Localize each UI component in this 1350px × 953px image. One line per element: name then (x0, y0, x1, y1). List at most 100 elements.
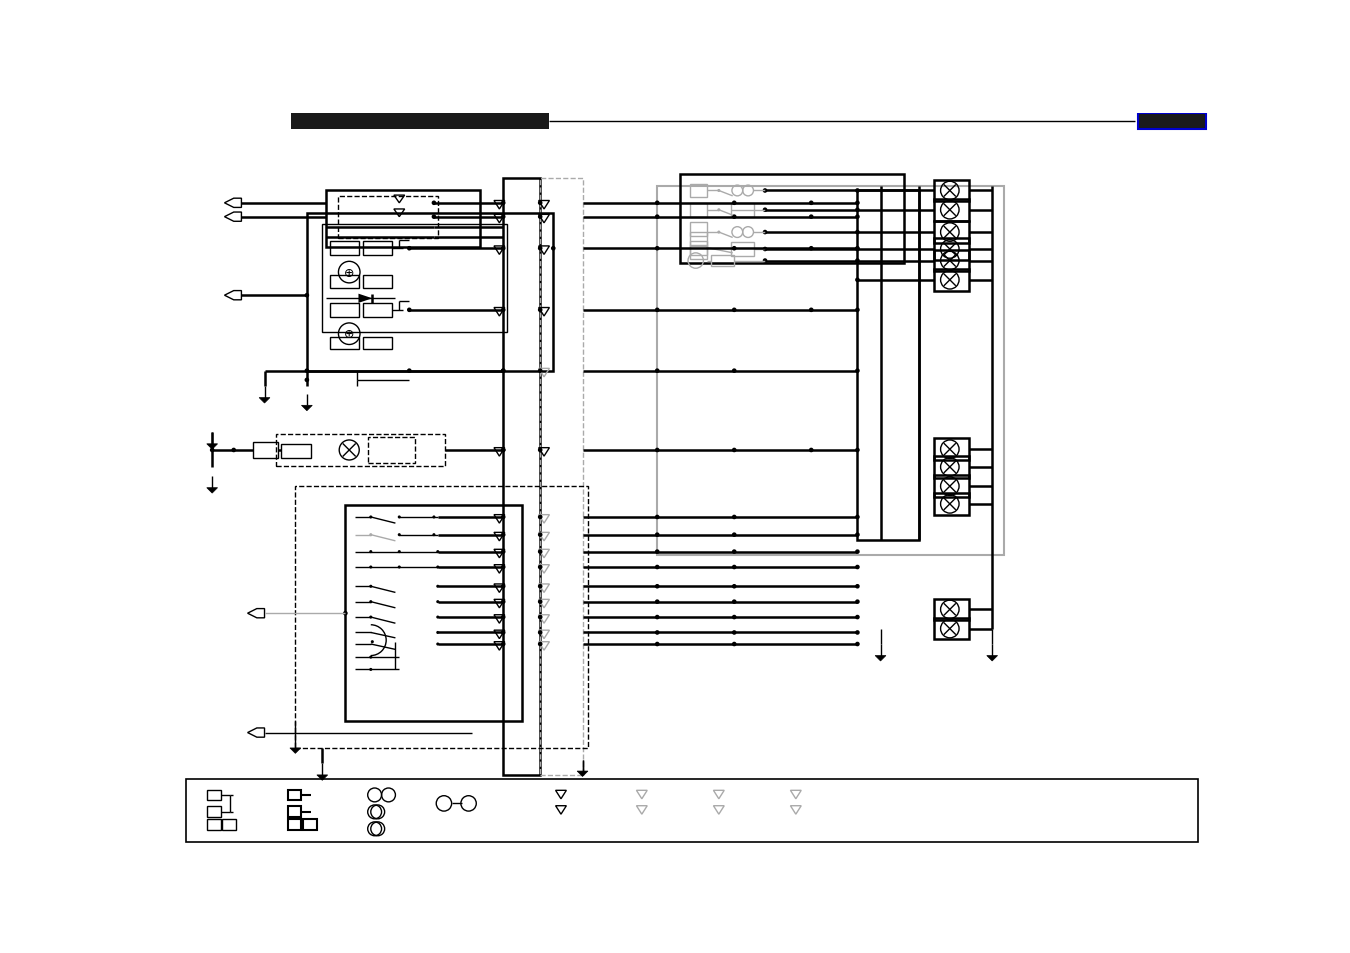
Polygon shape (317, 775, 328, 781)
Circle shape (370, 600, 373, 603)
Circle shape (436, 600, 439, 603)
Circle shape (537, 201, 543, 206)
Circle shape (855, 247, 860, 252)
Circle shape (655, 631, 660, 635)
Circle shape (502, 585, 505, 588)
Circle shape (343, 611, 348, 616)
Circle shape (855, 259, 860, 264)
Circle shape (655, 584, 660, 589)
Circle shape (501, 369, 505, 374)
Circle shape (537, 516, 543, 519)
Circle shape (436, 642, 439, 646)
Circle shape (501, 631, 505, 635)
Circle shape (763, 231, 767, 235)
Circle shape (717, 209, 721, 213)
Circle shape (398, 534, 401, 537)
Circle shape (809, 215, 814, 220)
Circle shape (502, 642, 505, 646)
Circle shape (732, 516, 737, 519)
Circle shape (537, 631, 543, 635)
Polygon shape (359, 294, 373, 304)
Circle shape (855, 533, 860, 537)
Bar (934, 239, 969, 260)
Circle shape (406, 247, 412, 252)
Circle shape (732, 448, 737, 453)
Bar (363, 242, 393, 256)
Circle shape (551, 247, 556, 252)
Circle shape (855, 248, 860, 252)
Circle shape (406, 369, 412, 374)
Bar (329, 242, 359, 256)
Bar (363, 275, 393, 288)
Bar (690, 204, 706, 217)
Bar (934, 494, 969, 516)
Polygon shape (301, 406, 312, 412)
Circle shape (855, 565, 860, 570)
Bar (207, 806, 220, 818)
Bar (292, 114, 549, 130)
Circle shape (501, 369, 505, 374)
Circle shape (855, 208, 860, 213)
Circle shape (501, 642, 505, 647)
Circle shape (501, 215, 505, 220)
Circle shape (855, 231, 860, 235)
Circle shape (436, 551, 439, 554)
Circle shape (732, 615, 737, 619)
Circle shape (209, 448, 215, 453)
Circle shape (732, 565, 737, 570)
Polygon shape (259, 398, 270, 403)
Circle shape (432, 201, 436, 206)
Circle shape (501, 448, 505, 453)
Circle shape (537, 599, 543, 604)
Circle shape (537, 584, 543, 589)
Circle shape (763, 189, 767, 193)
Bar (363, 337, 393, 350)
Bar (690, 233, 706, 247)
Polygon shape (207, 444, 217, 450)
Bar (288, 806, 301, 818)
Bar (732, 243, 755, 256)
Circle shape (732, 215, 737, 220)
Circle shape (655, 599, 660, 604)
Bar (680, 175, 903, 264)
Circle shape (655, 516, 660, 519)
Bar (327, 191, 481, 248)
Bar (934, 476, 969, 497)
Bar (329, 337, 359, 350)
Circle shape (732, 533, 737, 537)
Bar (711, 256, 734, 267)
Bar (369, 437, 414, 463)
Circle shape (732, 642, 737, 647)
Bar (252, 442, 278, 459)
Circle shape (502, 566, 505, 569)
Circle shape (501, 516, 505, 519)
Circle shape (537, 215, 543, 220)
Bar (306, 213, 554, 372)
Circle shape (763, 208, 767, 213)
Bar (329, 275, 359, 288)
Bar (296, 487, 587, 748)
Circle shape (370, 656, 373, 659)
Circle shape (370, 616, 373, 618)
Circle shape (370, 668, 373, 671)
Circle shape (501, 533, 505, 537)
Circle shape (855, 308, 860, 313)
Bar (207, 790, 220, 801)
Circle shape (717, 190, 721, 193)
Bar (934, 180, 969, 202)
Bar (540, 179, 583, 775)
Circle shape (432, 215, 436, 220)
Bar (1138, 114, 1207, 130)
Circle shape (655, 550, 660, 555)
Bar (934, 456, 969, 478)
Bar (207, 819, 220, 830)
Circle shape (305, 294, 309, 298)
Circle shape (537, 308, 543, 313)
Bar (934, 618, 969, 639)
Circle shape (501, 599, 505, 604)
Circle shape (855, 584, 860, 589)
Bar (323, 225, 508, 333)
Bar (329, 304, 359, 317)
Polygon shape (987, 656, 998, 661)
Circle shape (502, 600, 505, 603)
